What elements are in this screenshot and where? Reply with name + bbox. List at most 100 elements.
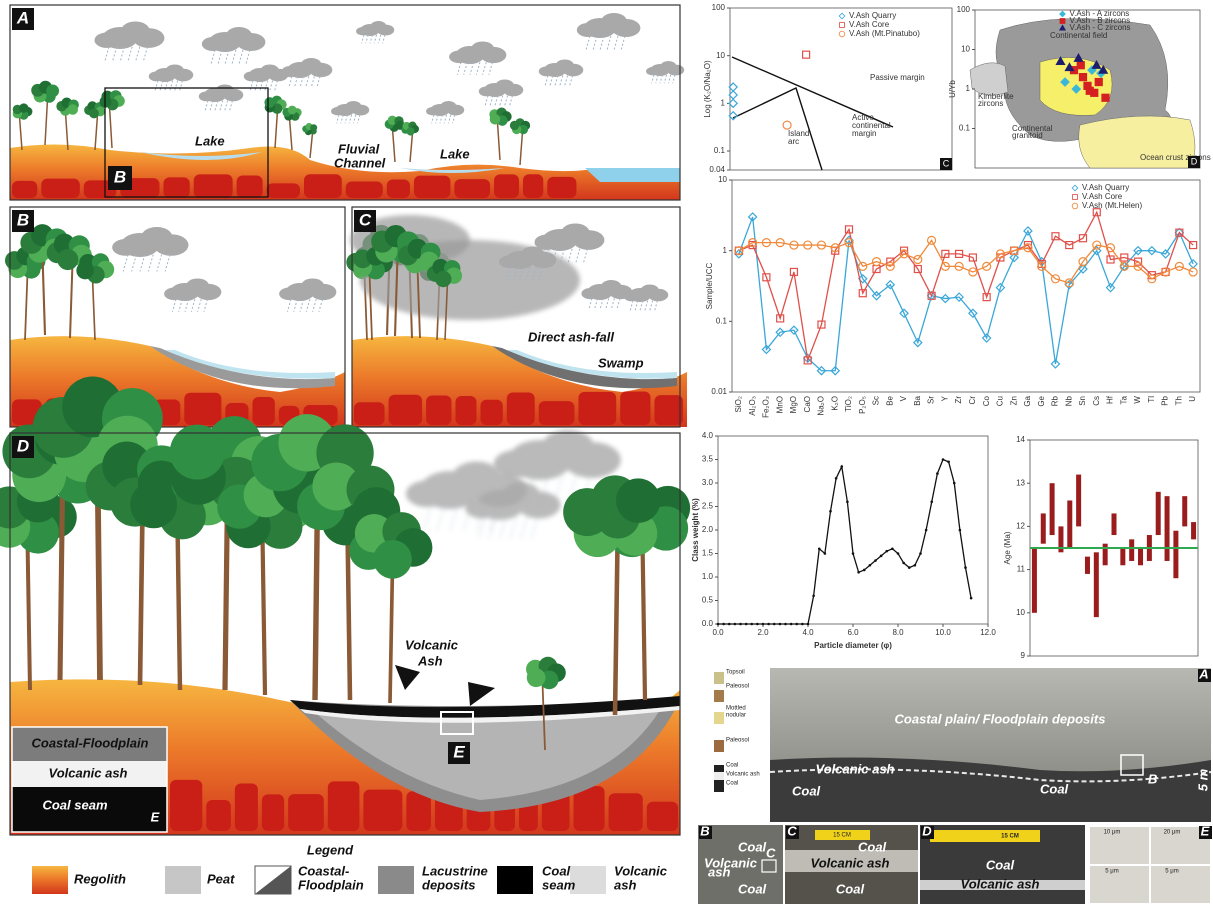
log-unit bbox=[714, 712, 724, 724]
marker bbox=[1051, 232, 1060, 241]
x-tick-label: U bbox=[1188, 396, 1197, 402]
regolith-block bbox=[426, 395, 452, 425]
regolith-block bbox=[406, 791, 431, 831]
marker bbox=[857, 571, 860, 574]
age-bar bbox=[1120, 548, 1126, 566]
text-label: ash bbox=[708, 864, 730, 879]
regolith-block bbox=[236, 175, 263, 198]
marker bbox=[1023, 226, 1033, 236]
foliage bbox=[435, 270, 452, 288]
marker bbox=[840, 465, 844, 468]
rain bbox=[122, 254, 129, 272]
legend-swatch bbox=[570, 866, 606, 894]
rain bbox=[231, 49, 237, 65]
marker bbox=[1037, 261, 1047, 271]
text-label: 20 μm bbox=[1164, 830, 1181, 836]
text-label: Coal bbox=[792, 783, 821, 798]
illustrations bbox=[0, 4, 691, 895]
text-label: Coal bbox=[1040, 781, 1069, 796]
regolith-block bbox=[538, 401, 575, 425]
legend-marker bbox=[1059, 18, 1066, 24]
marker bbox=[761, 238, 772, 248]
marker bbox=[879, 554, 883, 558]
coal-layer bbox=[290, 696, 680, 718]
cloud bbox=[538, 59, 584, 86]
rain bbox=[667, 74, 672, 84]
marker bbox=[940, 293, 951, 304]
foliage bbox=[509, 120, 520, 131]
regolith-block bbox=[327, 781, 360, 831]
text-label: Fluvial bbox=[338, 141, 380, 156]
photo-area bbox=[698, 825, 783, 904]
text-label: 15 CM bbox=[833, 833, 851, 839]
text-label: 5 μm bbox=[1165, 869, 1178, 875]
marker bbox=[846, 500, 849, 504]
basin bbox=[492, 346, 677, 389]
rain bbox=[190, 299, 196, 312]
legend-swatch bbox=[497, 866, 533, 894]
regolith-block bbox=[261, 794, 285, 831]
cloud-puff bbox=[243, 71, 260, 82]
text-label: C bbox=[766, 845, 776, 860]
inset-layer bbox=[12, 787, 167, 832]
tree bbox=[384, 115, 405, 163]
marker bbox=[734, 246, 744, 256]
rain bbox=[352, 114, 357, 124]
rain bbox=[179, 80, 183, 91]
series-line bbox=[738, 239, 1194, 284]
marker bbox=[762, 273, 771, 282]
age-bar bbox=[1093, 552, 1099, 618]
y-tick-label: 10 bbox=[716, 51, 725, 60]
text-label: Volcanic bbox=[704, 855, 758, 870]
tree bbox=[12, 103, 33, 151]
rain bbox=[605, 298, 610, 310]
water bbox=[165, 350, 335, 379]
marker bbox=[872, 264, 881, 274]
x-tick-label: Cu bbox=[996, 396, 1005, 406]
marker bbox=[1094, 77, 1103, 87]
regolith-block bbox=[494, 174, 520, 198]
rain bbox=[639, 300, 644, 311]
marker bbox=[1133, 245, 1143, 256]
y-tick-label: 1 bbox=[966, 84, 971, 93]
cloud bbox=[198, 84, 244, 111]
x-tick-label: Ba bbox=[913, 395, 922, 405]
marker bbox=[830, 243, 840, 253]
legend-label: Floodplain bbox=[298, 877, 364, 892]
cloud-puff bbox=[478, 86, 495, 97]
marker bbox=[857, 273, 868, 284]
marker bbox=[885, 279, 896, 290]
marker bbox=[968, 267, 978, 277]
rain bbox=[436, 505, 445, 532]
marker bbox=[912, 337, 923, 348]
cloud-puff bbox=[493, 450, 539, 478]
text-label: Swamp bbox=[598, 355, 644, 370]
marker bbox=[817, 547, 821, 551]
photos bbox=[698, 668, 1213, 904]
rain bbox=[654, 300, 658, 311]
x-tick-label: Th bbox=[1174, 396, 1183, 405]
marker bbox=[954, 261, 964, 271]
ash-layer bbox=[785, 850, 918, 872]
y-tick-label: 1.0 bbox=[702, 572, 714, 581]
rain bbox=[357, 114, 361, 124]
rain bbox=[564, 75, 569, 86]
rain bbox=[435, 114, 439, 124]
cloud-puff bbox=[503, 83, 524, 97]
text-label: Coal bbox=[986, 857, 1015, 872]
text-label: Paleosol bbox=[726, 738, 749, 744]
rain bbox=[644, 300, 649, 311]
log-unit bbox=[714, 740, 724, 752]
marker bbox=[806, 622, 810, 626]
marker bbox=[913, 264, 922, 274]
marker bbox=[926, 235, 937, 245]
text-label: 15 CM bbox=[1001, 834, 1019, 840]
panel-frame bbox=[351, 206, 681, 428]
regolith-block bbox=[620, 391, 651, 425]
text-label: Lake bbox=[440, 146, 470, 161]
text-label: Direct ash-fall bbox=[528, 329, 614, 344]
marker bbox=[919, 552, 922, 555]
marker bbox=[1076, 61, 1085, 70]
cloud-puff bbox=[198, 91, 215, 102]
